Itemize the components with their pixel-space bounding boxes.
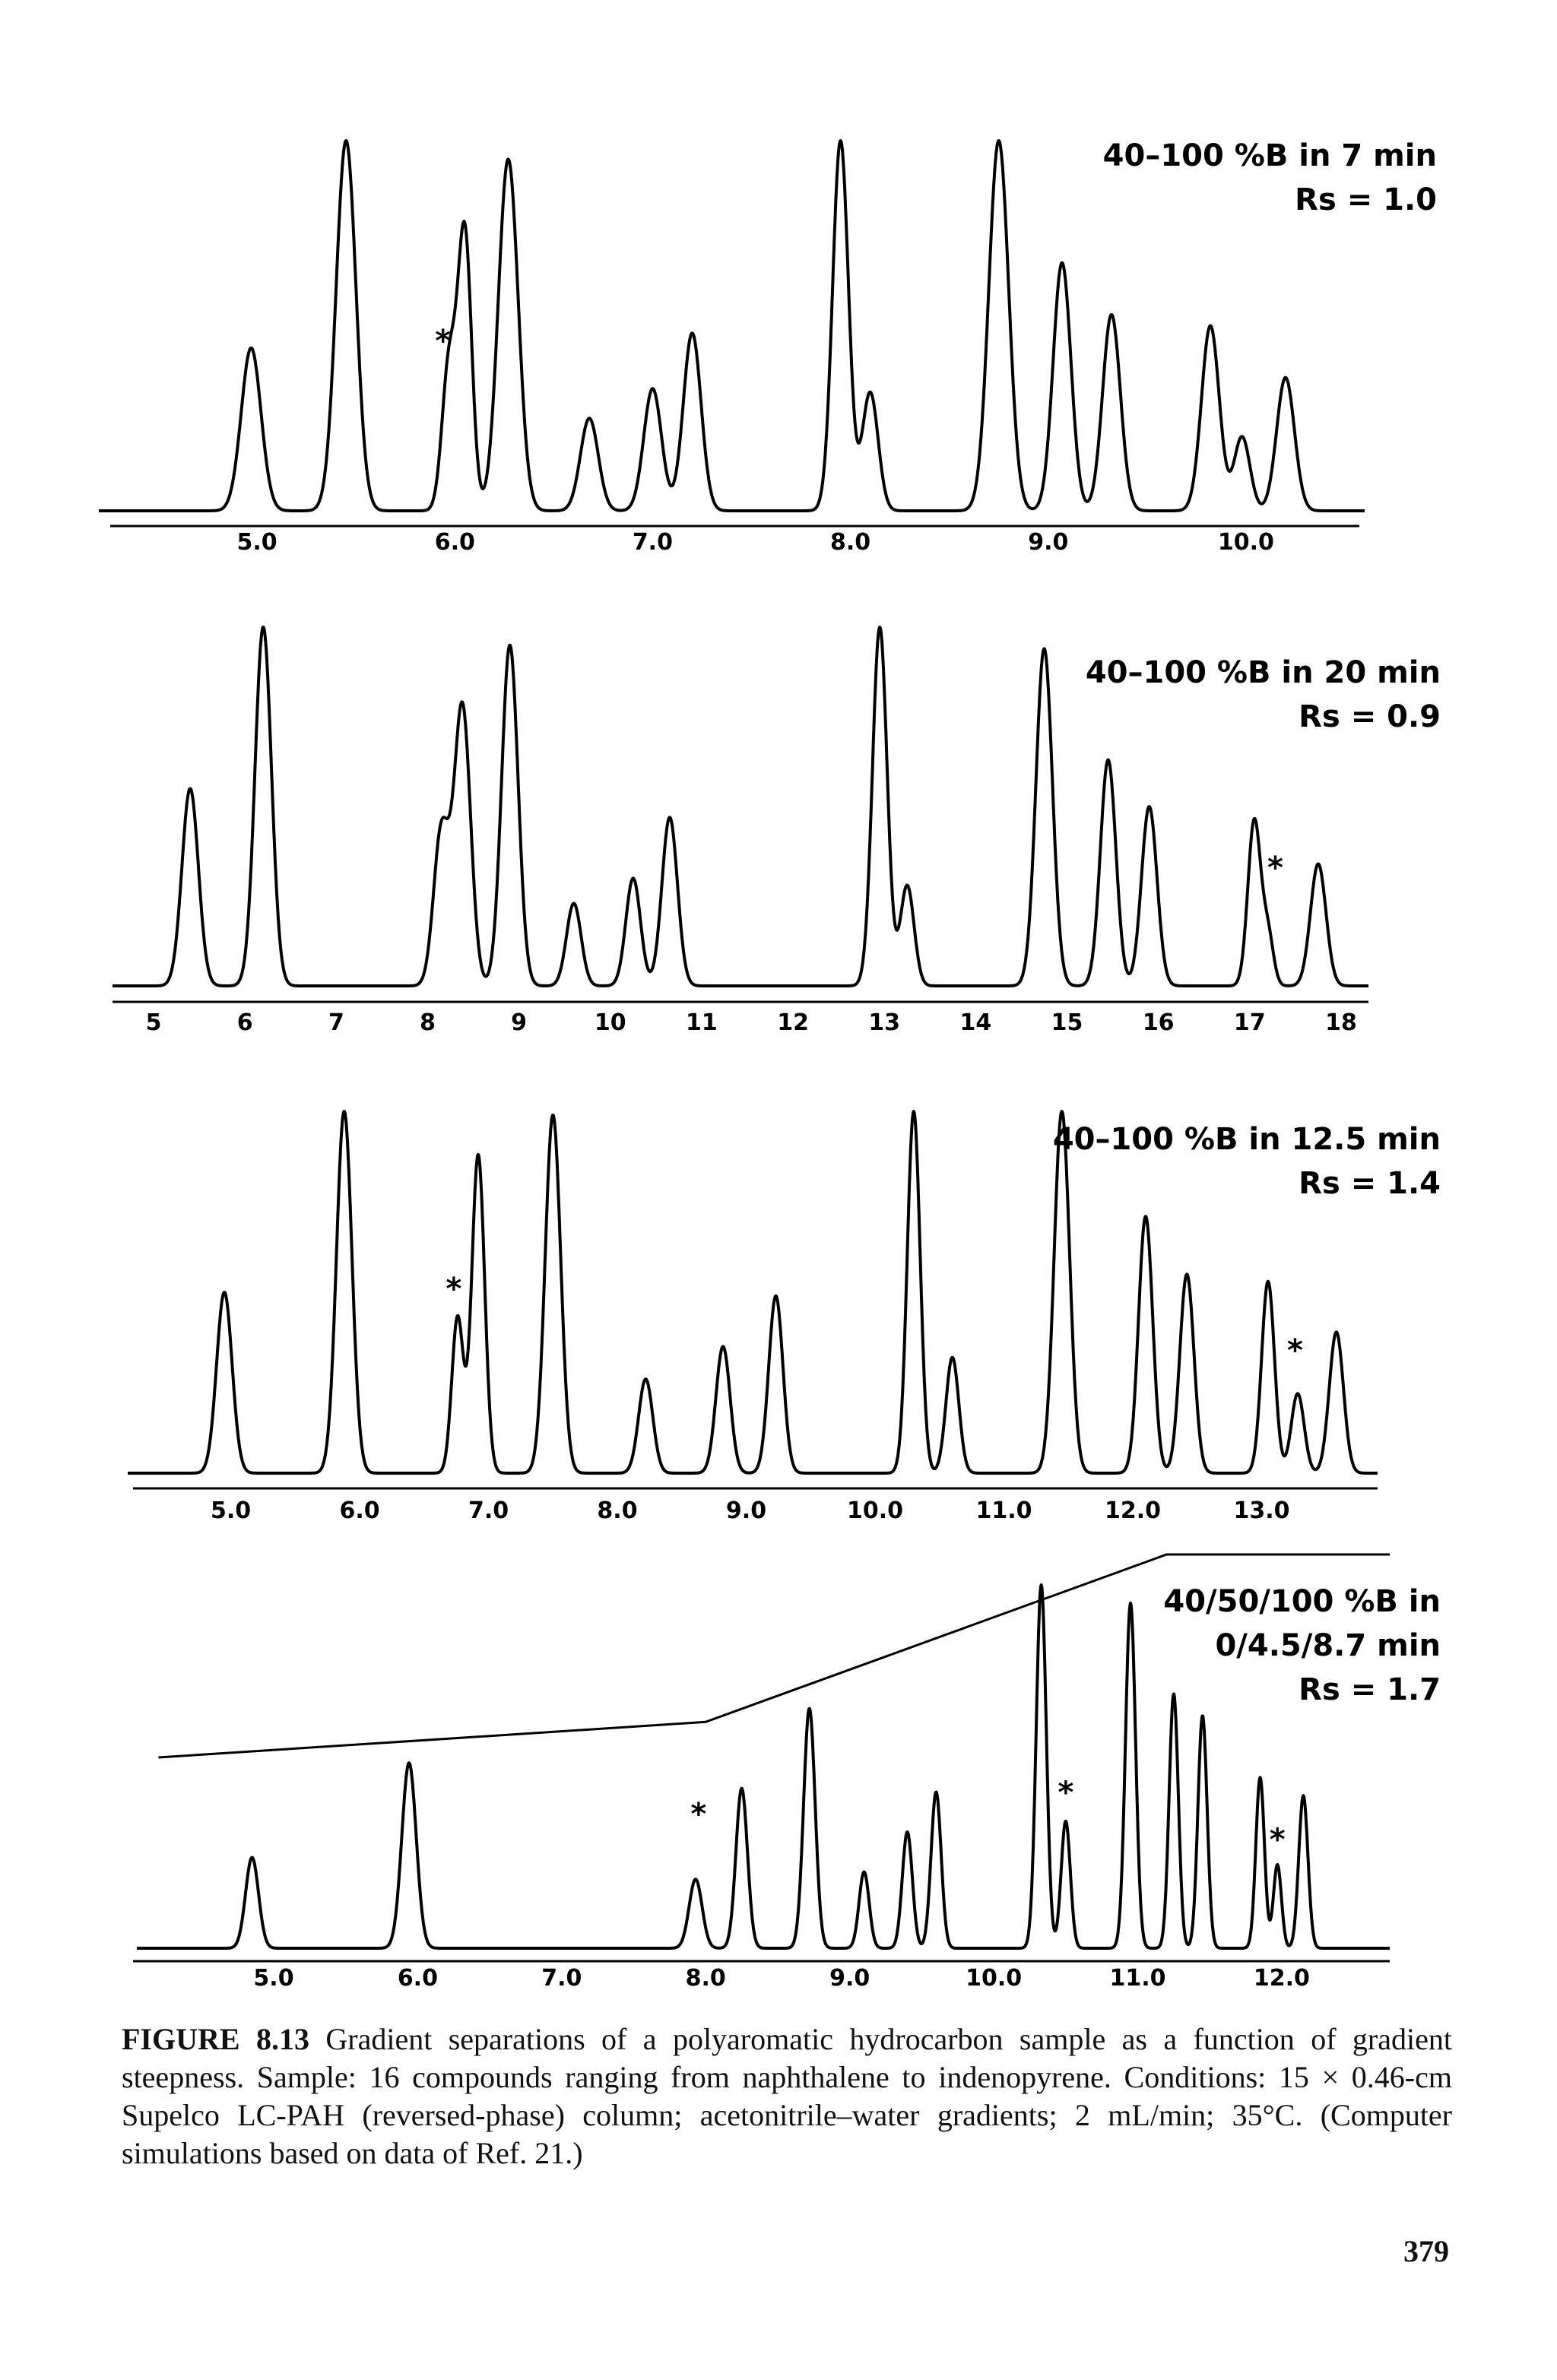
tick-label: 13 [868,1009,900,1036]
chromatogram-trace [135,1583,1391,1950]
chromatogram-trace [111,626,1370,987]
tick-label: 14 [960,1009,992,1036]
tick-label: 7.0 [633,529,673,556]
coelution-marker: * [1267,851,1283,886]
tick-label: 13.0 [1233,1497,1289,1524]
panel-label-line: 0/4.5/8.7 min [1215,1628,1441,1663]
coelution-marker: * [690,1797,706,1832]
tick-label: 17 [1234,1009,1266,1036]
tick-label: 5.0 [253,1965,293,1992]
tick-label: 5.0 [237,529,277,556]
panel-label-line: 40–100 %B in 20 min [1086,655,1441,690]
tick-label: 5.0 [211,1497,251,1524]
panel-label-line: Rs = 1.7 [1299,1672,1441,1707]
tick-label: 8.0 [597,1497,637,1524]
tick-label: 9.0 [829,1965,870,1992]
tick-label: 12.0 [1254,1965,1310,1992]
panel-label-line: Rs = 1.4 [1299,1166,1441,1201]
tick-label: 10.0 [1218,529,1274,556]
gradient-profile-line [158,1553,1390,1759]
tick-label: 8.0 [830,529,870,556]
tick-label: 11.0 [975,1497,1032,1524]
tick-label: 11 [686,1009,718,1036]
panel-label-line: 40–100 %B in 7 min [1103,138,1437,173]
coelution-marker: * [1058,1776,1073,1811]
caption-text: Gradient separations of a polyaromatic h… [122,2022,1452,2170]
coelution-marker: * [1287,1333,1303,1368]
tick-label: 10 [595,1009,626,1036]
chromatogram-panel-3: 5.0 6.0 7.0 8.0 9.0 10.0 11.0 12.0 13.0 * * 40–100 … [126,1110,1441,1524]
tick-label: 10.0 [966,1965,1022,1992]
tick-label: 6.0 [398,1965,438,1992]
panel-label-line: Rs = 0.9 [1299,699,1441,734]
chromatogram-panel-4: 5.0 6.0 7.0 8.0 9.0 10.0 11.0 12.0 * * * 40/50/100 … [133,1553,1441,1992]
tick-label: 8 [420,1009,436,1036]
tick-label: 11.0 [1109,1965,1165,1992]
tick-label: 12.0 [1105,1497,1161,1524]
chromatogram-trace [126,1110,1379,1475]
tick-label: 8.0 [686,1965,726,1992]
chromatogram-panel-1: 5.0 6.0 7.0 8.0 9.0 10.0 * 40–100 %B in 7 min Rs… [97,138,1437,556]
tick-label: 10.0 [847,1497,903,1524]
chromatogram-trace [97,139,1366,512]
tick-label: 6.0 [340,1497,380,1524]
tick-label: 9.0 [1028,529,1068,556]
panel-label-line: Rs = 1.0 [1295,182,1437,217]
tick-label: 9 [511,1009,527,1036]
tick-label: 5 [146,1009,162,1036]
coelution-marker: * [435,324,451,359]
figure-caption: FIGURE 8.13 Gradient separations of a po… [122,2020,1452,2172]
tick-label: 7.0 [541,1965,582,1992]
tick-label: 6 [237,1009,253,1036]
tick-label: 7 [328,1009,344,1036]
coelution-marker: * [446,1272,461,1307]
tick-label: 7.0 [468,1497,509,1524]
figure-label: FIGURE 8.13 [122,2022,309,2056]
tick-label: 12 [777,1009,809,1036]
tick-label: 9.0 [726,1497,766,1524]
panel-label-line: 40/50/100 %B in [1163,1584,1441,1619]
tick-label: 15 [1051,1009,1083,1036]
panel-label-line: 40–100 %B in 12.5 min [1053,1122,1441,1157]
tick-label: 6.0 [435,529,475,556]
chromatogram-panel-2: 5 6 7 8 9 10 11 12 13 14 15 16 17 18 * 40–100 %B in 20 … [111,626,1441,1036]
tick-label: 18 [1325,1009,1357,1036]
page-number: 379 [1403,2234,1449,2268]
coelution-marker: * [1270,1823,1286,1858]
tick-label: 16 [1143,1009,1175,1036]
